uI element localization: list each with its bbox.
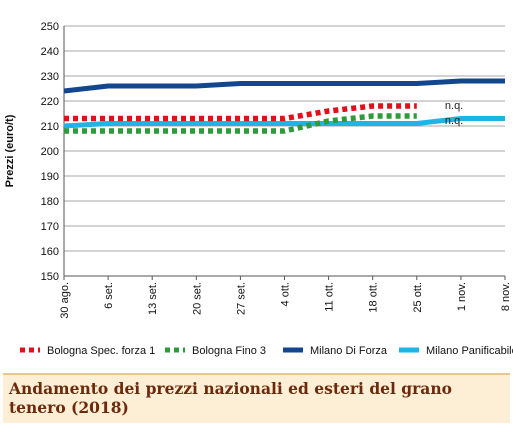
y-tick-label: 160	[41, 246, 59, 258]
x-tick-label: 8 nov.	[500, 282, 512, 311]
annotation-label: n.q.	[445, 100, 463, 112]
y-tick-label: 200	[41, 146, 59, 158]
y-tick-label: 250	[41, 21, 59, 33]
x-tick-label: 18 ott.	[368, 282, 380, 313]
legend-label-1: Bologna Fino 3	[192, 345, 266, 357]
y-tick-label: 210	[41, 121, 59, 133]
legend-label-3: Milano Panificabile	[426, 345, 513, 357]
x-tick-label: 25 ott.	[412, 282, 424, 313]
axes: 150 160 170 180 190 200 210 220 230 240 250 30 ago.…	[4, 21, 512, 319]
y-axis-label: Prezzi (euro/t)	[4, 114, 16, 187]
y-tick-label: 180	[41, 196, 59, 208]
annotations: n.q. n.q.	[445, 100, 463, 127]
x-tick-label: 27 set.	[235, 282, 247, 315]
grid	[64, 25, 505, 277]
caption-text: Andamento dei prezzi nazionali ed esteri…	[9, 379, 452, 417]
y-tick-label: 230	[41, 71, 59, 83]
y-tick-label: 190	[41, 171, 59, 183]
legend-label-0: Bologna Spec. forza 1	[47, 345, 155, 357]
x-tick-label: 11 ott.	[324, 282, 336, 312]
y-tick-label: 220	[41, 96, 59, 108]
series-line-1	[64, 113, 417, 134]
series-lines	[63, 78, 505, 134]
y-tick-label: 150	[41, 271, 59, 283]
x-tick-label: 20 set.	[191, 282, 203, 315]
x-tick-label: 6 set.	[103, 282, 115, 309]
annotation-label: n.q.	[445, 115, 463, 127]
x-tick-label: 1 nov.	[456, 282, 468, 311]
x-tick-label: 13 set.	[147, 282, 159, 315]
y-tick-label: 170	[41, 221, 59, 233]
price-line-chart: 150 160 170 180 190 200 210 220 230 240 250 30 ago.…	[4, 21, 513, 357]
legend-label-2: Milano Di Forza	[310, 345, 388, 357]
x-tick-label: 4 ott.	[280, 282, 292, 306]
series-line-3	[63, 116, 505, 129]
series-line-2	[63, 78, 505, 94]
series-line-0	[64, 103, 417, 122]
y-tick-label: 240	[41, 46, 59, 58]
x-tick-label: 30 ago.	[59, 282, 71, 319]
figure-caption: Andamento dei prezzi nazionali ed esteri…	[3, 373, 510, 423]
legend: Bologna Spec. forza 1 Bologna Fino 3 Milan…	[20, 345, 513, 357]
